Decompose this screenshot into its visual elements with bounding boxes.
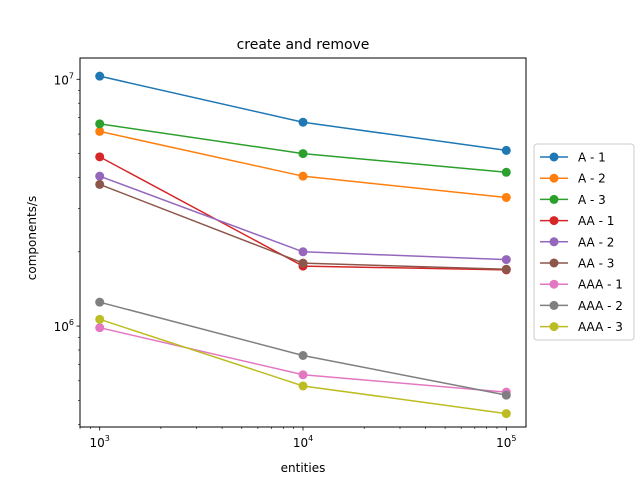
legend-label: AAA - 1	[578, 278, 623, 292]
legend-label: A - 1	[578, 151, 606, 165]
data-point	[298, 258, 308, 268]
legend-marker	[549, 300, 559, 310]
data-point	[501, 409, 511, 419]
data-point	[298, 370, 308, 380]
y-tick-label: 107	[54, 71, 74, 87]
data-point	[501, 167, 511, 177]
data-point	[95, 152, 105, 162]
data-point	[95, 323, 105, 333]
legend-label: A - 3	[578, 193, 606, 207]
data-point	[298, 350, 308, 360]
legend-box	[533, 143, 635, 341]
data-point	[95, 119, 105, 129]
axis-ticks: 103 104 105 106 107	[54, 71, 517, 450]
series-line	[99, 75, 507, 152]
legend-marker	[549, 216, 559, 226]
legend-label: AA - 3	[578, 257, 614, 271]
data-point	[298, 149, 308, 159]
data-point	[95, 71, 105, 81]
data-point	[501, 192, 511, 202]
data-point	[298, 117, 308, 127]
legend-marker	[549, 173, 559, 183]
data-point	[298, 171, 308, 181]
legend-marker	[549, 322, 559, 332]
series-line	[99, 175, 507, 261]
x-tick-label: 105	[496, 434, 516, 450]
legend-label: AAA - 3	[578, 320, 623, 334]
x-tick-label: 103	[90, 434, 110, 450]
data-point	[298, 247, 308, 257]
legend: A - 1 A - 2 A - 3 AA - 1 AA - 2 AA - 3 AAA - 1…	[533, 143, 635, 341]
data-point	[298, 381, 308, 391]
series-lines	[99, 75, 507, 415]
series-line	[99, 318, 507, 415]
data-point	[95, 171, 105, 181]
chart-title: create and remove	[237, 37, 370, 53]
plot-frame	[79, 57, 527, 428]
x-axis-label: entities	[281, 461, 326, 475]
data-point	[95, 297, 105, 307]
legend-marker	[549, 258, 559, 268]
legend-marker	[549, 237, 559, 247]
y-tick-label: 106	[54, 318, 74, 334]
series-line	[99, 123, 507, 174]
data-point	[501, 390, 511, 400]
data-point	[95, 314, 105, 324]
legend-marker	[549, 194, 559, 204]
series-line	[99, 301, 507, 396]
data-point	[95, 179, 105, 189]
series-markers	[95, 71, 511, 419]
legend-marker	[549, 152, 559, 162]
data-point	[501, 255, 511, 265]
y-axis-label: components/s	[25, 196, 39, 280]
legend-label: A - 2	[578, 172, 606, 186]
legend-label: AA - 2	[578, 235, 614, 249]
data-point	[501, 264, 511, 274]
data-point	[95, 126, 105, 136]
legend-label: AA - 1	[578, 214, 614, 228]
legend-label: AAA - 2	[578, 299, 623, 313]
data-point	[501, 145, 511, 155]
legend-marker	[549, 279, 559, 289]
x-tick-label: 104	[293, 434, 313, 450]
